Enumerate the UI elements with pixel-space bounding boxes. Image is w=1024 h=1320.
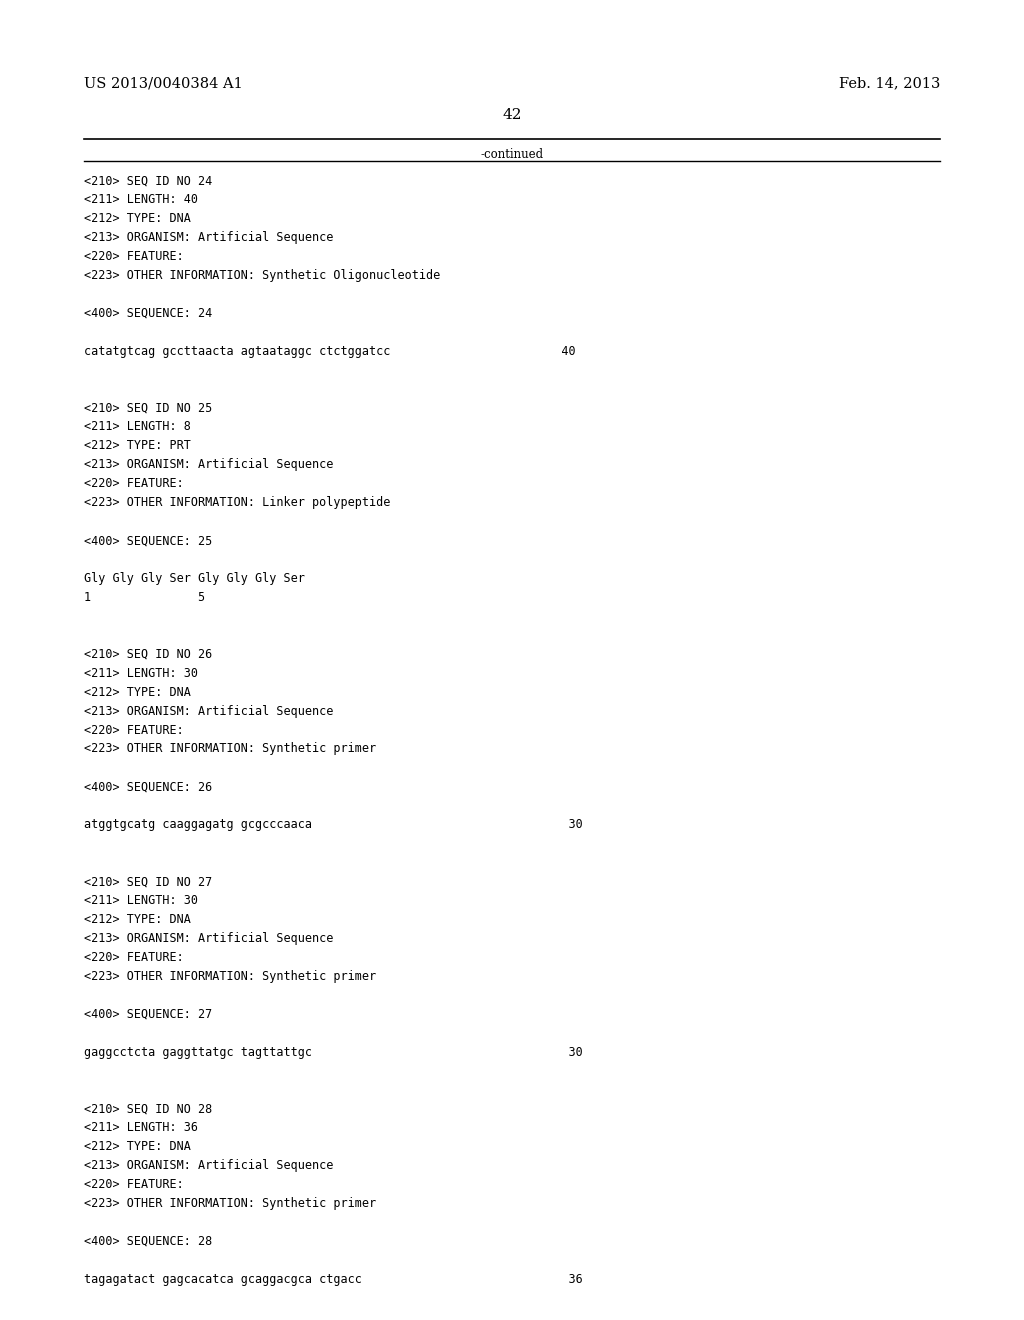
Text: <213> ORGANISM: Artificial Sequence: <213> ORGANISM: Artificial Sequence <box>84 705 334 718</box>
Text: <211> LENGTH: 8: <211> LENGTH: 8 <box>84 421 190 433</box>
Text: <210> SEQ ID NO 25: <210> SEQ ID NO 25 <box>84 401 212 414</box>
Text: <212> TYPE: PRT: <212> TYPE: PRT <box>84 440 190 453</box>
Text: catatgtcag gccttaacta agtaataggc ctctggatcc                        40: catatgtcag gccttaacta agtaataggc ctctgga… <box>84 345 575 358</box>
Text: <400> SEQUENCE: 24: <400> SEQUENCE: 24 <box>84 306 212 319</box>
Text: 42: 42 <box>502 108 522 123</box>
Text: 1               5: 1 5 <box>84 591 205 605</box>
Text: <212> TYPE: DNA: <212> TYPE: DNA <box>84 1140 190 1154</box>
Text: <210> SEQ ID NO 27: <210> SEQ ID NO 27 <box>84 875 212 888</box>
Text: <211> LENGTH: 40: <211> LENGTH: 40 <box>84 193 198 206</box>
Text: <220> FEATURE:: <220> FEATURE: <box>84 950 183 964</box>
Text: <400> SEQUENCE: 27: <400> SEQUENCE: 27 <box>84 1007 212 1020</box>
Text: <220> FEATURE:: <220> FEATURE: <box>84 478 183 490</box>
Text: <223> OTHER INFORMATION: Synthetic primer: <223> OTHER INFORMATION: Synthetic prime… <box>84 970 376 983</box>
Text: gaggcctcta gaggttatgc tagttattgc                                    30: gaggcctcta gaggttatgc tagttattgc 30 <box>84 1045 583 1059</box>
Text: <400> SEQUENCE: 25: <400> SEQUENCE: 25 <box>84 535 212 546</box>
Text: <213> ORGANISM: Artificial Sequence: <213> ORGANISM: Artificial Sequence <box>84 1159 334 1172</box>
Text: <223> OTHER INFORMATION: Synthetic Oligonucleotide: <223> OTHER INFORMATION: Synthetic Oligo… <box>84 269 440 282</box>
Text: <210> SEQ ID NO 28: <210> SEQ ID NO 28 <box>84 1102 212 1115</box>
Text: <223> OTHER INFORMATION: Synthetic primer: <223> OTHER INFORMATION: Synthetic prime… <box>84 1197 376 1210</box>
Text: <223> OTHER INFORMATION: Synthetic primer: <223> OTHER INFORMATION: Synthetic prime… <box>84 742 376 755</box>
Text: <213> ORGANISM: Artificial Sequence: <213> ORGANISM: Artificial Sequence <box>84 458 334 471</box>
Text: <212> TYPE: DNA: <212> TYPE: DNA <box>84 913 190 925</box>
Text: <213> ORGANISM: Artificial Sequence: <213> ORGANISM: Artificial Sequence <box>84 932 334 945</box>
Text: <211> LENGTH: 30: <211> LENGTH: 30 <box>84 667 198 680</box>
Text: <400> SEQUENCE: 26: <400> SEQUENCE: 26 <box>84 780 212 793</box>
Text: <210> SEQ ID NO 24: <210> SEQ ID NO 24 <box>84 174 212 187</box>
Text: Gly Gly Gly Ser Gly Gly Gly Ser: Gly Gly Gly Ser Gly Gly Gly Ser <box>84 572 305 585</box>
Text: <223> OTHER INFORMATION: Linker polypeptide: <223> OTHER INFORMATION: Linker polypept… <box>84 496 390 510</box>
Text: <211> LENGTH: 36: <211> LENGTH: 36 <box>84 1121 198 1134</box>
Text: US 2013/0040384 A1: US 2013/0040384 A1 <box>84 77 243 91</box>
Text: <220> FEATURE:: <220> FEATURE: <box>84 1179 183 1191</box>
Text: <400> SEQUENCE: 28: <400> SEQUENCE: 28 <box>84 1236 212 1247</box>
Text: tagagatact gagcacatca gcaggacgca ctgacc                             36: tagagatact gagcacatca gcaggacgca ctgacc … <box>84 1272 583 1286</box>
Text: <213> ORGANISM: Artificial Sequence: <213> ORGANISM: Artificial Sequence <box>84 231 334 244</box>
Text: <220> FEATURE:: <220> FEATURE: <box>84 249 183 263</box>
Text: Feb. 14, 2013: Feb. 14, 2013 <box>839 77 940 91</box>
Text: -continued: -continued <box>480 148 544 161</box>
Text: <211> LENGTH: 30: <211> LENGTH: 30 <box>84 894 198 907</box>
Text: <220> FEATURE:: <220> FEATURE: <box>84 723 183 737</box>
Text: atggtgcatg caaggagatg gcgcccaaca                                    30: atggtgcatg caaggagatg gcgcccaaca 30 <box>84 818 583 832</box>
Text: <210> SEQ ID NO 26: <210> SEQ ID NO 26 <box>84 648 212 661</box>
Text: <212> TYPE: DNA: <212> TYPE: DNA <box>84 685 190 698</box>
Text: <212> TYPE: DNA: <212> TYPE: DNA <box>84 213 190 226</box>
